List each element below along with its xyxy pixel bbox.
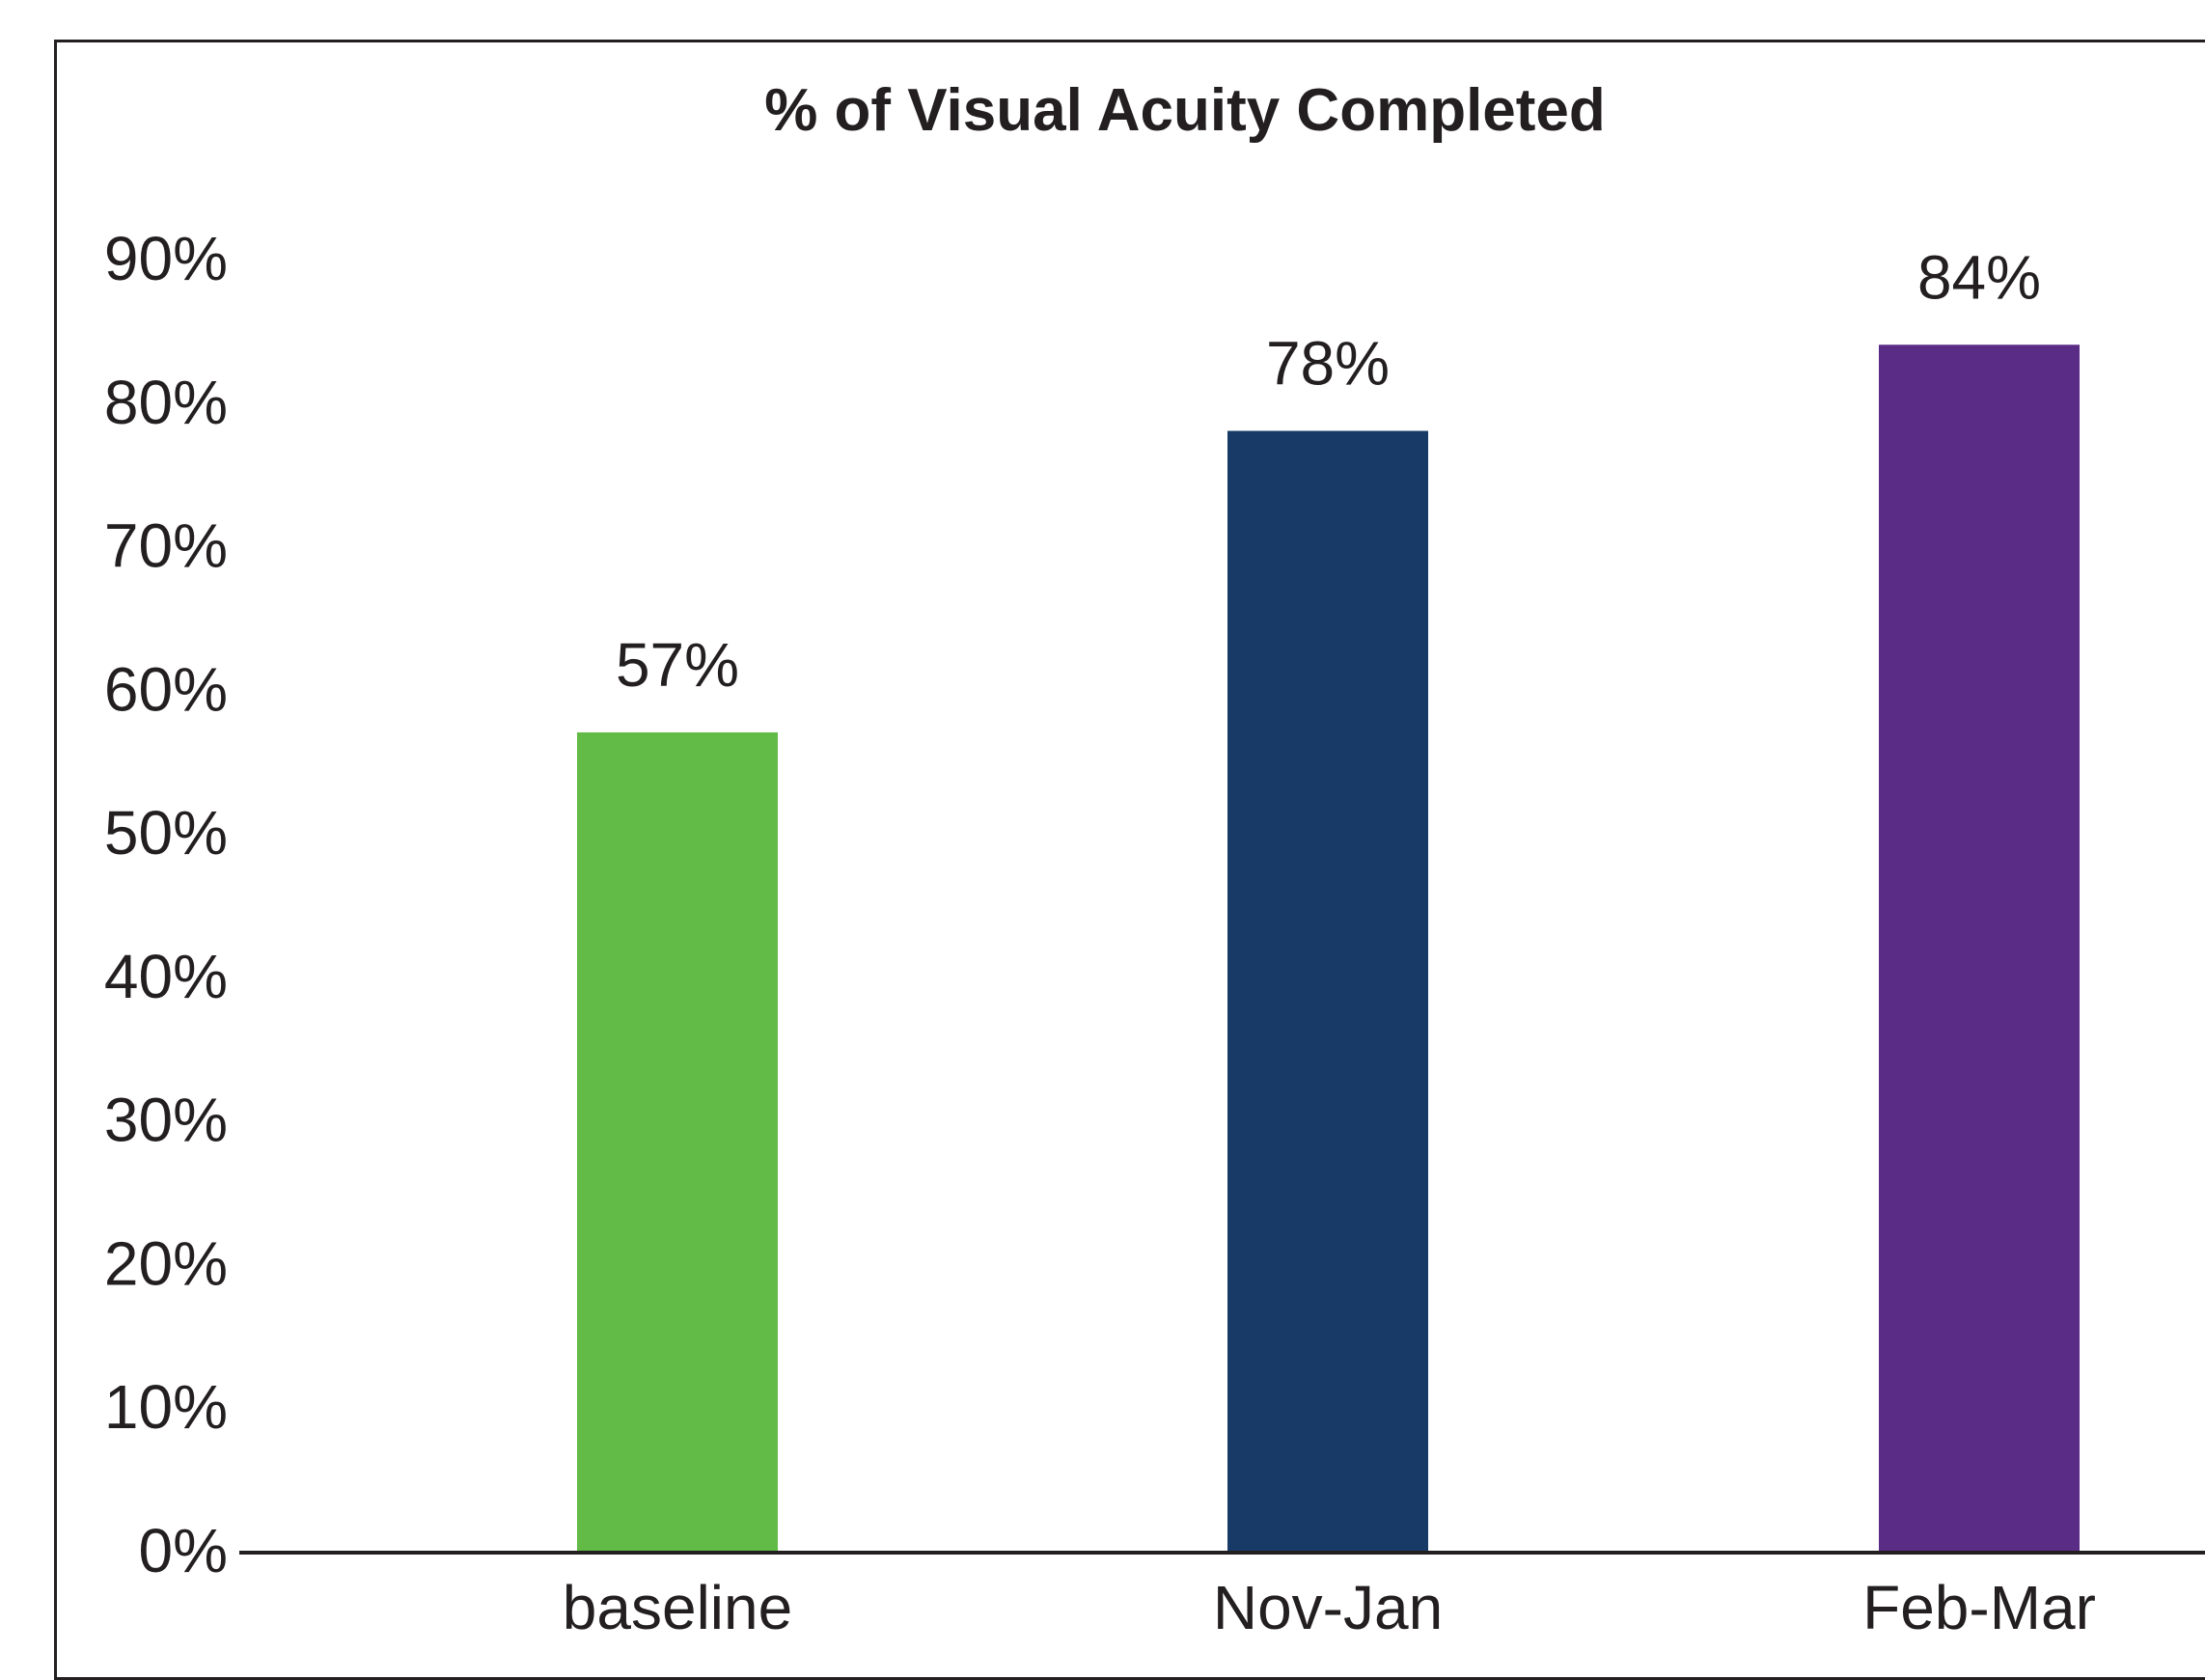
y-tick-label-6: 60% xyxy=(104,654,228,724)
category-label-2: Feb-Mar xyxy=(1862,1573,2096,1631)
data-label-0: 57% xyxy=(616,630,739,700)
y-tick-label-4: 40% xyxy=(104,942,228,1011)
y-axis-ticks: 0% 10% 20% 30% 40% 50% 60% 70% 80% 90% xyxy=(104,224,228,1585)
bar-nov-jan xyxy=(1227,430,1428,1551)
category-labels: baseline Nov-Jan Feb-Mar xyxy=(563,1573,2096,1631)
data-label-2: 84% xyxy=(1917,242,2041,312)
bars xyxy=(577,344,2080,1552)
chart-title: % of Visual Acuity Completed xyxy=(764,77,1606,144)
category-label-0: baseline xyxy=(563,1573,792,1631)
y-tick-label-3: 30% xyxy=(104,1086,228,1155)
bar-chart: % of Visual Acuity Completed 0% 10% 20% 30%… xyxy=(104,77,2205,1631)
y-tick-label-5: 50% xyxy=(104,798,228,868)
y-tick-label-1: 10% xyxy=(104,1372,228,1442)
category-label-1: Nov-Jan xyxy=(1213,1573,1443,1631)
y-tick-label-2: 20% xyxy=(104,1228,228,1298)
bar-feb-mar xyxy=(1879,344,2080,1552)
y-tick-label-7: 70% xyxy=(104,511,228,581)
data-labels: 57% 78% 84% xyxy=(616,242,2041,700)
y-tick-label-0: 0% xyxy=(139,1516,229,1585)
y-tick-label-9: 90% xyxy=(104,224,228,293)
bar-baseline xyxy=(577,731,778,1551)
y-tick-label-8: 80% xyxy=(104,368,228,437)
data-label-1: 78% xyxy=(1266,329,1390,399)
